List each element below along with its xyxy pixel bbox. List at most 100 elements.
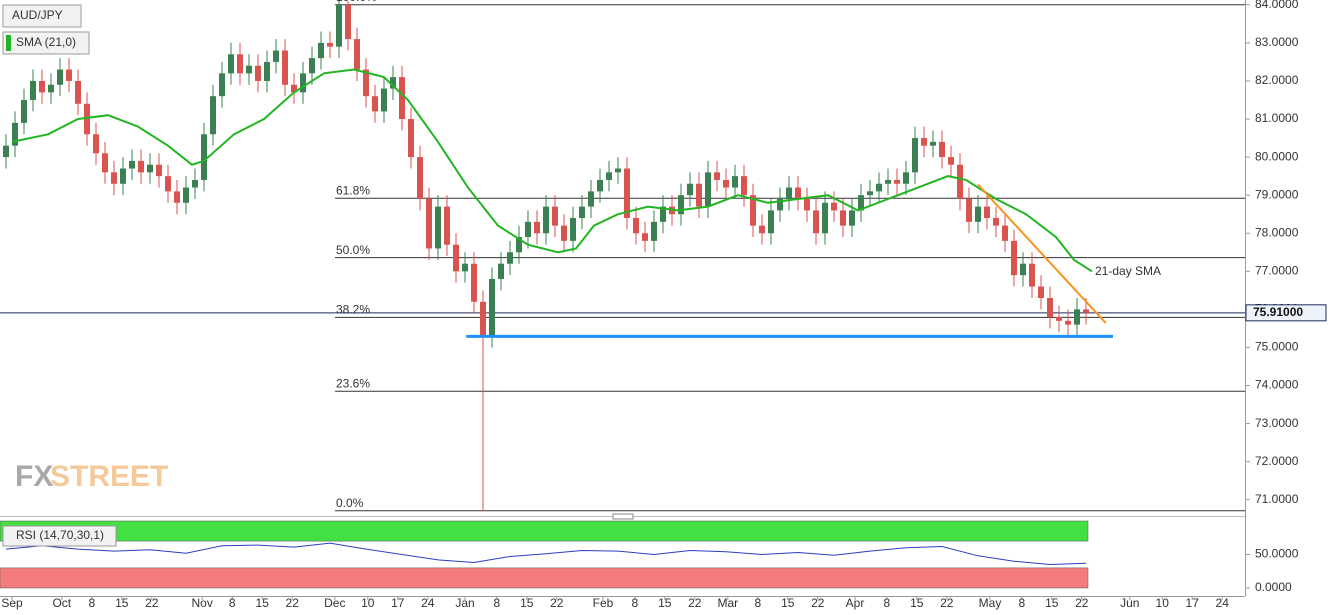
candle-body [75,80,81,104]
candle-body [948,157,954,165]
candle-body [984,206,990,219]
x-tick-label: 10 [361,596,375,610]
candle-body [264,61,270,81]
candle-body [228,54,234,74]
candle-body [741,176,747,196]
x-tick-label: 15 [115,596,129,610]
candle-body [174,191,180,203]
candle-body [48,84,54,93]
candle-body [534,221,540,234]
candle-body [282,50,288,85]
candle-body [57,69,63,85]
candle-body [696,183,702,207]
sma-line [11,68,1093,273]
x-tick-label: 8 [1018,596,1025,610]
candle-body [894,179,900,184]
candle-body [714,172,720,180]
candle-body [318,42,324,59]
candle-body [552,206,558,226]
candle-body [192,179,198,188]
candle-body [435,206,441,249]
fib-label: 23.6% [336,376,370,390]
x-tick-label: Oct [52,596,71,610]
sma-legend-label: SMA (21,0) [16,35,76,49]
x-tick-label: 22 [550,596,564,610]
candle-body [300,73,306,93]
watermark-fx: FX [15,460,53,493]
candle-body [993,218,999,226]
sma-annotation: 21-day SMA [1095,264,1161,278]
candle-body [525,221,531,238]
candle-body [462,263,468,272]
candle-body [12,122,18,146]
y-tick-label: 73.0000 [1255,416,1299,430]
x-tick-label: 10 [1156,596,1170,610]
x-tick-label: 22 [145,596,159,610]
y-tick-label: 71.0000 [1255,492,1299,506]
candle-body [759,225,765,234]
candle-body [822,202,828,234]
symbol-label: AUD/JPY [12,8,63,22]
x-tick-label: 22 [688,596,702,610]
candle-body [768,210,774,234]
candle-body [975,206,981,222]
candle-body [1047,297,1053,318]
candle-body [1056,317,1062,321]
x-tick-label: 15 [520,596,534,610]
candle-body [804,198,810,211]
x-tick-label: 8 [88,596,95,610]
rsi-line [5,542,1087,566]
rsi-y-tick-label: 0.0000 [1255,580,1292,594]
candle-body [3,145,9,158]
candle-body [1083,309,1089,313]
x-tick-label: 15 [256,596,270,610]
candle-body [750,195,756,226]
y-tick-label: 83.0000 [1255,35,1299,49]
rsi-label-box [2,525,117,547]
candle-body [129,160,135,169]
candle-body [111,172,117,184]
candle-body [597,179,603,192]
candle-body [579,206,585,219]
candle-body [291,84,297,93]
y-tick-label: 84.0000 [1255,0,1299,11]
candle-body [777,198,783,211]
candle-body [408,119,414,158]
candle-body [678,195,684,215]
candle-body [885,179,891,184]
candle-body [912,138,918,173]
candle-body [237,54,243,74]
candle-body [372,96,378,112]
candle-body [147,164,153,173]
candle-body [786,187,792,199]
candle-body [183,187,189,203]
candle-body [273,50,279,62]
x-tick-label: Nov [192,596,213,610]
candle-body [336,4,342,47]
y-tick-label: 72.0000 [1255,454,1299,468]
candle-body [642,233,648,241]
candle-body [660,206,666,222]
candle-body [219,73,225,97]
candle-body [1029,263,1035,287]
candle-body [165,176,171,192]
pane-handle [612,513,634,520]
candle-body [1011,240,1017,276]
candle-body [21,99,27,123]
x-tick-label: 15 [910,596,924,610]
last-price-label: 75.91000 [1253,305,1303,319]
candle-body [246,65,252,74]
candle-body [309,58,315,74]
candle-body [1020,263,1026,276]
symbol-box [2,4,82,28]
y-tick-label: 79.0000 [1255,187,1299,201]
candle-body [381,88,387,112]
candle-body [156,164,162,177]
candle-body [633,218,639,234]
rsi-band [0,567,1089,589]
candle-body [1065,320,1071,325]
candle-body [876,183,882,192]
candle-body [399,77,405,120]
trend-line [977,183,1107,324]
